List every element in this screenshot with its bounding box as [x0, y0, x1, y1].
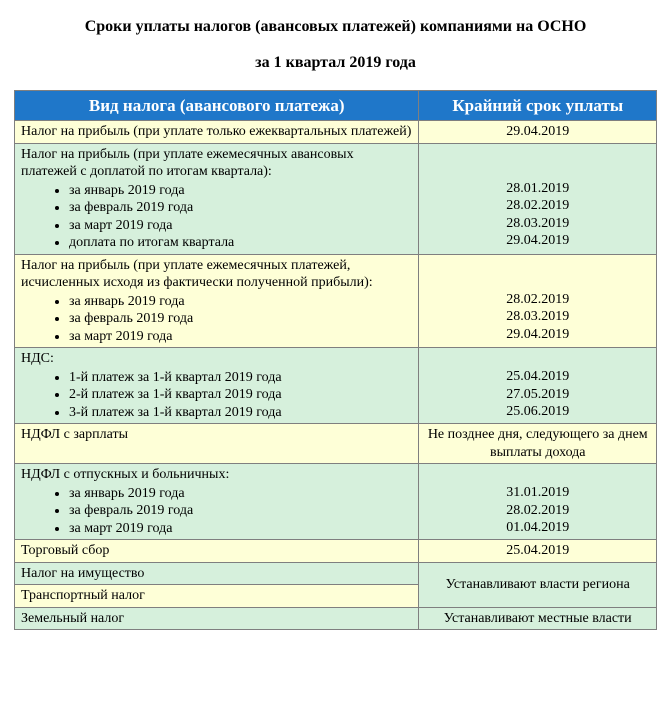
cell-tax-type: НДС: 1-й платеж за 1-й квартал 2019 года… [15, 348, 419, 424]
table-row: Налог на прибыль (при уплате ежемесячных… [15, 254, 657, 348]
bullet-list: за январь 2019 года за февраль 2019 года… [21, 485, 412, 538]
list-item: за февраль 2019 года [69, 310, 412, 328]
row-intro: Налог на прибыль (при уплате ежемесячных… [21, 146, 412, 181]
date-value: 29.04.2019 [425, 232, 650, 250]
cell-tax-type: Налог на прибыль (при уплате ежемесячных… [15, 254, 419, 348]
list-item: 3-й платеж за 1-й квартал 2019 года [69, 404, 412, 422]
date-value: 25.06.2019 [425, 403, 650, 421]
header-tax-type: Вид налога (авансового платежа) [15, 91, 419, 121]
bullet-list: 1-й платеж за 1-й квартал 2019 года 2-й … [21, 369, 412, 422]
list-item: за январь 2019 года [69, 293, 412, 311]
table-row: Налог на имущество Устанавливают власти … [15, 562, 657, 585]
date-value: 27.05.2019 [425, 386, 650, 404]
list-item: за январь 2019 года [69, 182, 412, 200]
date-list: 28.02.2019 28.03.2019 29.04.2019 [425, 275, 650, 344]
list-item: 1-й платеж за 1-й квартал 2019 года [69, 369, 412, 387]
date-list: 28.01.2019 28.02.2019 28.03.2019 29.04.2… [425, 164, 650, 250]
table-row: Налог на прибыль (при уплате ежемесячных… [15, 143, 657, 254]
date-list: 31.01.2019 28.02.2019 01.04.2019 [425, 484, 650, 537]
list-item: 2-й платеж за 1-й квартал 2019 года [69, 386, 412, 404]
cell-deadline: 28.02.2019 28.03.2019 29.04.2019 [419, 254, 657, 348]
tax-deadlines-table: Вид налога (авансового платежа) Крайний … [14, 90, 657, 630]
cell-tax-type: Торговый сбор [15, 540, 419, 563]
page-title-line1: Сроки уплаты налогов (авансовых платежей… [14, 18, 657, 36]
table-row: Налог на прибыль (при уплате только ежек… [15, 121, 657, 144]
cell-tax-type: НДФЛ с зарплаты [15, 424, 419, 464]
bullet-list: за январь 2019 года за февраль 2019 года… [21, 182, 412, 252]
cell-tax-type: НДФЛ с отпускных и больничных: за январь… [15, 464, 419, 540]
date-value: 01.04.2019 [425, 519, 650, 537]
row-intro: Налог на прибыль (при уплате ежемесячных… [21, 257, 412, 292]
bullet-list: за январь 2019 года за февраль 2019 года… [21, 293, 412, 346]
cell-deadline: Устанавливают власти региона [419, 562, 657, 607]
date-value: 29.04.2019 [425, 326, 650, 344]
list-item: за февраль 2019 года [69, 502, 412, 520]
table-row: Земельный налог Устанавливают местные вл… [15, 607, 657, 630]
row-intro: НДС: [21, 350, 412, 368]
cell-deadline: 25.04.2019 27.05.2019 25.06.2019 [419, 348, 657, 424]
header-deadline: Крайний срок уплаты [419, 91, 657, 121]
list-item: за февраль 2019 года [69, 199, 412, 217]
list-item: за январь 2019 года [69, 485, 412, 503]
date-value: 31.01.2019 [425, 484, 650, 502]
row-intro: НДФЛ с отпускных и больничных: [21, 466, 412, 484]
table-row: НДС: 1-й платеж за 1-й квартал 2019 года… [15, 348, 657, 424]
date-list: 25.04.2019 27.05.2019 25.06.2019 [425, 368, 650, 421]
cell-deadline: 31.01.2019 28.02.2019 01.04.2019 [419, 464, 657, 540]
date-value: 25.04.2019 [425, 368, 650, 386]
cell-deadline: 29.04.2019 [419, 121, 657, 144]
page-title-line2: за 1 квартал 2019 года [14, 54, 657, 72]
cell-tax-type: Земельный налог [15, 607, 419, 630]
date-value: 28.02.2019 [425, 197, 650, 215]
cell-deadline: Не позднее дня, следующего за днем выпла… [419, 424, 657, 464]
table-header-row: Вид налога (авансового платежа) Крайний … [15, 91, 657, 121]
table-row: НДФЛ с зарплаты Не позднее дня, следующе… [15, 424, 657, 464]
date-value: 28.03.2019 [425, 215, 650, 233]
cell-tax-type: Транспортный налог [15, 585, 419, 608]
date-value: 28.03.2019 [425, 308, 650, 326]
date-value: 28.02.2019 [425, 502, 650, 520]
list-item: за март 2019 года [69, 328, 412, 346]
cell-tax-type: Налог на прибыль (при уплате только ежек… [15, 121, 419, 144]
cell-tax-type: Налог на имущество [15, 562, 419, 585]
list-item: за март 2019 года [69, 217, 412, 235]
table-row: НДФЛ с отпускных и больничных: за январь… [15, 464, 657, 540]
cell-deadline: Устанавливают местные власти [419, 607, 657, 630]
list-item: за март 2019 года [69, 520, 412, 538]
cell-deadline: 28.01.2019 28.02.2019 28.03.2019 29.04.2… [419, 143, 657, 254]
list-item: доплата по итогам квартала [69, 234, 412, 252]
cell-tax-type: Налог на прибыль (при уплате ежемесячных… [15, 143, 419, 254]
date-value: 28.01.2019 [425, 180, 650, 198]
cell-deadline: 25.04.2019 [419, 540, 657, 563]
table-row: Торговый сбор 25.04.2019 [15, 540, 657, 563]
date-value: 28.02.2019 [425, 291, 650, 309]
